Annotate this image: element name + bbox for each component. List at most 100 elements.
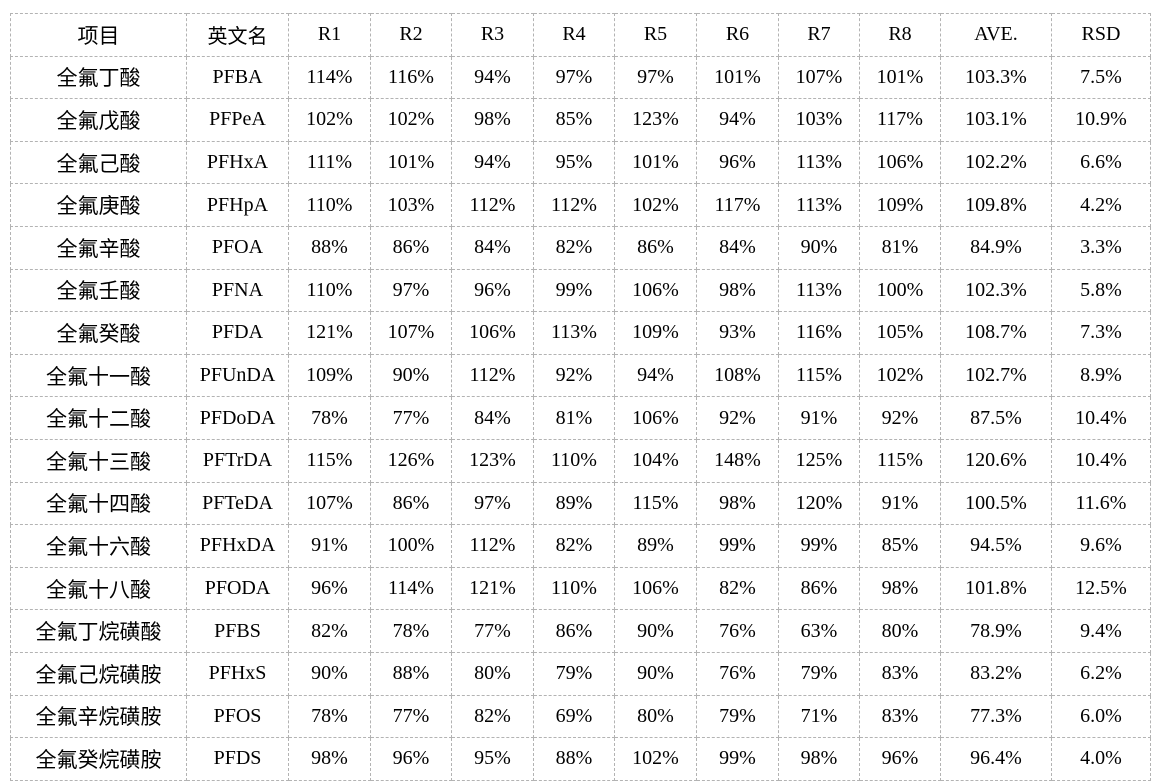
rsd-value: 6.0% [1051, 694, 1151, 739]
average-value: 103.3% [940, 55, 1052, 100]
recovery-value-r8: 115% [859, 438, 941, 483]
compound-name-cn: 全氟十四酸 [10, 481, 187, 526]
recovery-value-r5: 80% [614, 694, 697, 739]
recovery-value-r4: 82% [533, 524, 615, 568]
recovery-value-r4: 79% [533, 651, 615, 696]
recovery-value-r3: 77% [451, 609, 534, 653]
rsd-value: 3.3% [1051, 225, 1151, 270]
recovery-value-r6: 82% [696, 566, 779, 611]
table-row: 全氟壬酸 PFNA 110% 97% 96% 99% 106% 98% 113% 100% 102.… [10, 268, 1151, 313]
recovery-value-r4: 97% [533, 55, 615, 100]
table-row: 全氟癸酸 PFDA 121% 107% 106% 113% 109% 93% 116% 105% 1… [10, 311, 1151, 355]
compound-name-en: PFBA [186, 55, 289, 100]
compound-name-en: PFHxDA [186, 524, 289, 568]
column-header-r4: R4 [533, 13, 615, 57]
compound-name-en: PFTrDA [186, 438, 289, 483]
recovery-value-r3: 94% [451, 55, 534, 100]
recovery-value-r8: 80% [859, 609, 941, 653]
compound-name-cn: 全氟十一酸 [10, 353, 187, 398]
average-value: 87.5% [940, 396, 1052, 440]
recovery-value-r2: 78% [370, 609, 452, 653]
recovery-value-r8: 96% [859, 737, 941, 781]
table-row: 全氟己烷磺胺 PFHxS 90% 88% 80% 79% 90% 76% 79% 83% 83.2%… [10, 651, 1151, 696]
rsd-value: 8.9% [1051, 353, 1151, 398]
rsd-value: 10.4% [1051, 438, 1151, 483]
rsd-value: 11.6% [1051, 481, 1151, 526]
recovery-value-r5: 89% [614, 524, 697, 568]
recovery-value-r4: 95% [533, 140, 615, 185]
recovery-value-r8: 83% [859, 651, 941, 696]
recovery-value-r7: 113% [778, 183, 860, 227]
table-row: 全氟丁烷磺酸 PFBS 82% 78% 77% 86% 90% 76% 63% 80% 78.9% 9… [10, 609, 1151, 653]
recovery-value-r1: 111% [288, 140, 371, 185]
recovery-value-r5: 123% [614, 98, 697, 142]
rsd-value: 10.9% [1051, 98, 1151, 142]
average-value: 103.1% [940, 98, 1052, 142]
recovery-value-r6: 117% [696, 183, 779, 227]
recovery-value-r6: 101% [696, 55, 779, 100]
average-value: 77.3% [940, 694, 1052, 739]
recovery-value-r4: 85% [533, 98, 615, 142]
compound-name-cn: 全氟戊酸 [10, 98, 187, 142]
recovery-value-r5: 94% [614, 353, 697, 398]
compound-name-en: PFUnDA [186, 353, 289, 398]
recovery-value-r7: 107% [778, 55, 860, 100]
recovery-value-r5: 86% [614, 225, 697, 270]
recovery-value-r7: 125% [778, 438, 860, 483]
recovery-value-r6: 93% [696, 311, 779, 355]
recovery-value-r3: 112% [451, 183, 534, 227]
recovery-value-r7: 86% [778, 566, 860, 611]
compound-name-cn: 全氟庚酸 [10, 183, 187, 227]
compound-name-en: PFTeDA [186, 481, 289, 526]
compound-name-en: PFBS [186, 609, 289, 653]
recovery-value-r8: 92% [859, 396, 941, 440]
column-header-r2: R2 [370, 13, 452, 57]
recovery-value-r3: 121% [451, 566, 534, 611]
recovery-value-r7: 103% [778, 98, 860, 142]
recovery-value-r7: 120% [778, 481, 860, 526]
recovery-value-r3: 97% [451, 481, 534, 526]
recovery-table: 项目 英文名 R1 R2 R3 R4 R5 R6 R7 R8 AVE. RSD 全氟丁酸 PFBA 114… [10, 13, 1151, 781]
compound-name-en: PFPeA [186, 98, 289, 142]
recovery-value-r6: 96% [696, 140, 779, 185]
rsd-value: 4.0% [1051, 737, 1151, 781]
recovery-value-r7: 116% [778, 311, 860, 355]
column-header-r5: R5 [614, 13, 697, 57]
recovery-value-r4: 99% [533, 268, 615, 313]
recovery-value-r8: 109% [859, 183, 941, 227]
compound-name-en: PFDS [186, 737, 289, 781]
recovery-value-r4: 112% [533, 183, 615, 227]
table-row: 全氟十一酸 PFUnDA 109% 90% 112% 92% 94% 108% 115% 102%… [10, 353, 1151, 398]
recovery-value-r1: 90% [288, 651, 371, 696]
recovery-value-r8: 106% [859, 140, 941, 185]
recovery-value-r6: 98% [696, 268, 779, 313]
average-value: 100.5% [940, 481, 1052, 526]
average-value: 83.2% [940, 651, 1052, 696]
table-body: 全氟丁酸 PFBA 114% 116% 94% 97% 97% 101% 107% 101% 103… [10, 55, 1151, 781]
compound-name-cn: 全氟辛烷磺胺 [10, 694, 187, 739]
average-value: 102.7% [940, 353, 1052, 398]
average-value: 78.9% [940, 609, 1052, 653]
rsd-value: 9.6% [1051, 524, 1151, 568]
compound-name-cn: 全氟辛酸 [10, 225, 187, 270]
recovery-value-r1: 78% [288, 396, 371, 440]
table-header: 项目 英文名 R1 R2 R3 R4 R5 R6 R7 R8 AVE. RSD [10, 13, 1151, 57]
recovery-value-r2: 126% [370, 438, 452, 483]
rsd-value: 4.2% [1051, 183, 1151, 227]
compound-name-en: PFOA [186, 225, 289, 270]
recovery-value-r4: 86% [533, 609, 615, 653]
recovery-value-r6: 99% [696, 524, 779, 568]
recovery-value-r1: 109% [288, 353, 371, 398]
recovery-value-r8: 81% [859, 225, 941, 270]
compound-name-cn: 全氟十三酸 [10, 438, 187, 483]
compound-name-cn: 全氟十二酸 [10, 396, 187, 440]
recovery-value-r3: 80% [451, 651, 534, 696]
average-value: 94.5% [940, 524, 1052, 568]
recovery-value-r2: 77% [370, 396, 452, 440]
recovery-value-r5: 90% [614, 609, 697, 653]
recovery-value-r8: 105% [859, 311, 941, 355]
rsd-value: 10.4% [1051, 396, 1151, 440]
recovery-value-r7: 63% [778, 609, 860, 653]
recovery-value-r7: 91% [778, 396, 860, 440]
table-row: 全氟十六酸 PFHxDA 91% 100% 112% 82% 89% 99% 99% 85% 94.… [10, 524, 1151, 568]
